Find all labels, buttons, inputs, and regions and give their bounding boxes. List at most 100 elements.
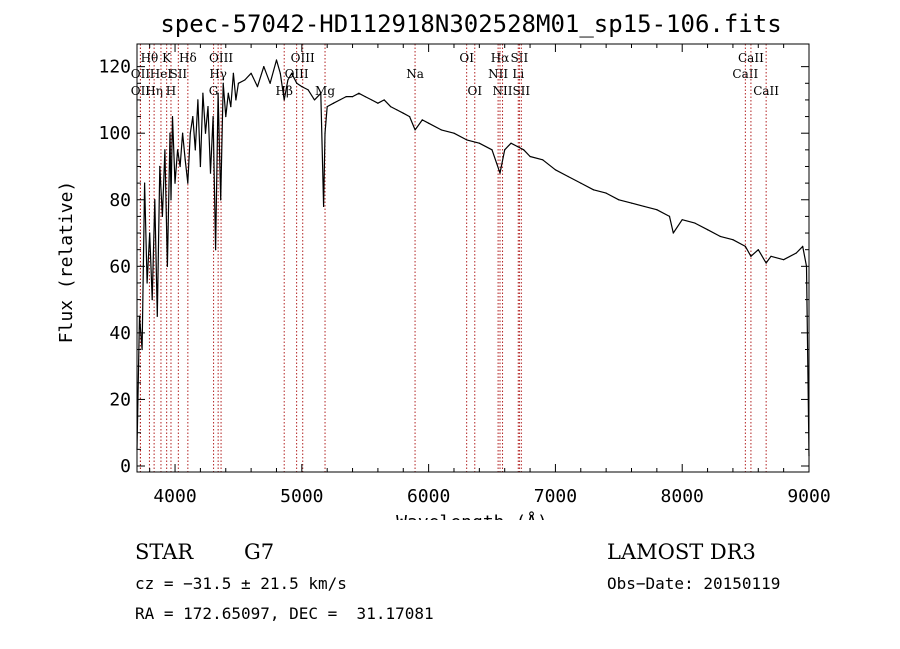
data-point-72	[409, 115, 411, 118]
data-point-83	[510, 142, 512, 144]
data-point-104	[744, 245, 746, 247]
data-point-37	[227, 92, 229, 94]
data-point-63	[351, 95, 354, 98]
data-point-26	[199, 165, 201, 168]
data-point-65	[364, 95, 366, 98]
plot-frame	[136, 43, 810, 473]
data-point-87	[542, 159, 544, 161]
data-point-90	[580, 182, 582, 184]
data-point-24	[194, 149, 196, 151]
x-tick-label-5: 9000	[787, 486, 830, 507]
data-point-111	[802, 245, 804, 247]
line-label-11: OIII	[209, 51, 233, 65]
data-point-88	[554, 169, 557, 171]
data-point-66	[370, 99, 373, 101]
data-point-23	[192, 115, 194, 118]
data-point-70	[396, 109, 398, 111]
y-tick-label-0: 0	[120, 456, 131, 477]
data-point-96	[656, 209, 658, 211]
line-label-3: Hη	[145, 84, 163, 98]
data-point-85	[523, 149, 525, 151]
data-point-35	[222, 82, 224, 84]
data-point-39	[232, 72, 234, 74]
data-point-59	[326, 105, 328, 108]
x-tick-label-0: 4000	[153, 486, 196, 507]
line-label-24: SII	[512, 84, 530, 98]
line-label-25: CaII	[732, 67, 758, 81]
line-label-27: CaII	[753, 84, 779, 98]
line-label-13: OIII	[285, 67, 309, 81]
data-point-40	[235, 99, 237, 101]
data-point-42	[244, 79, 246, 81]
data-point-12	[166, 265, 169, 267]
data-point-94	[630, 202, 633, 204]
axis-ticks-layer: 4000 5000 6000 7000 8000 9000 0 20 40 60 80 100 120	[98, 44, 831, 507]
data-point-29	[207, 105, 209, 108]
line-label-9: G	[209, 84, 219, 98]
data-point-50	[287, 79, 289, 81]
data-point-105	[750, 255, 752, 257]
line-label-4: HeI	[150, 67, 173, 81]
data-point-41	[237, 82, 240, 84]
data-point-103	[732, 239, 734, 241]
x-tick-label-2: 6000	[407, 486, 450, 507]
data-point-89	[567, 175, 569, 178]
data-point-109	[783, 259, 785, 261]
data-point-11	[164, 149, 166, 151]
line-label-14: OIII	[291, 51, 315, 65]
data-point-60	[332, 102, 335, 104]
line-label-6: H	[166, 84, 176, 98]
line-label-26: CaII	[738, 51, 764, 65]
data-point-8	[156, 315, 158, 317]
data-point-95	[643, 205, 645, 208]
coordinates: RA = 172.65097, DEC = 31.17081	[135, 604, 434, 623]
data-point-21	[187, 182, 189, 184]
x-tick-label-4: 8000	[661, 486, 704, 507]
data-point-25	[197, 99, 199, 101]
data-point-71	[402, 112, 404, 114]
data-point-74	[421, 119, 423, 121]
observation-date: Obs−Date: 20150119	[607, 574, 781, 593]
spectral-lines-layer: OIIOIIHθHηHeIKHSIIHδGHγOIIIHβOIIIOIIIMgN…	[131, 44, 779, 472]
data-point-31	[212, 115, 214, 118]
data-point-22	[189, 132, 191, 134]
data-point-45	[263, 66, 265, 68]
data-point-76	[440, 129, 442, 131]
data-point-80	[491, 149, 493, 151]
line-label-16: Na	[406, 67, 424, 81]
data-point-49	[283, 99, 285, 101]
x-axis-label: Wavelength (Å)	[396, 511, 548, 520]
data-point-33	[217, 92, 219, 94]
data-point-32	[215, 249, 217, 251]
line-label-18: OI	[467, 84, 482, 98]
chart-title: spec-57042-HD112918N302528M01_sp15-106.f…	[160, 10, 781, 38]
data-point-16	[174, 182, 176, 184]
data-point-55	[313, 99, 316, 101]
data-point-9	[159, 165, 161, 168]
line-label-7: SII	[169, 67, 187, 81]
object-class: STAR	[135, 540, 194, 564]
line-label-1: OII	[131, 67, 151, 81]
line-label-17: OI	[459, 51, 474, 65]
data-point-107	[765, 262, 767, 264]
data-point-19	[182, 132, 184, 134]
y-axis-label: Flux (relative)	[56, 181, 77, 344]
data-point-82	[504, 149, 506, 151]
data-point-17	[176, 149, 179, 151]
data-point-15	[171, 115, 174, 118]
data-point-97	[668, 215, 671, 217]
data-point-44	[256, 86, 259, 88]
data-point-2	[141, 348, 143, 351]
data-point-106	[757, 249, 759, 251]
data-point-52	[296, 82, 298, 84]
y-tick-label-1: 20	[109, 389, 131, 410]
y-tick-label-5: 100	[98, 123, 131, 144]
data-point-67	[377, 102, 379, 104]
line-label-20: Hα	[491, 51, 510, 65]
x-tick-label-1: 5000	[280, 486, 323, 507]
data-point-92	[605, 192, 607, 194]
data-point-18	[179, 165, 181, 168]
data-point-99	[681, 219, 683, 221]
data-point-54	[307, 89, 309, 91]
data-point-56	[320, 92, 322, 94]
